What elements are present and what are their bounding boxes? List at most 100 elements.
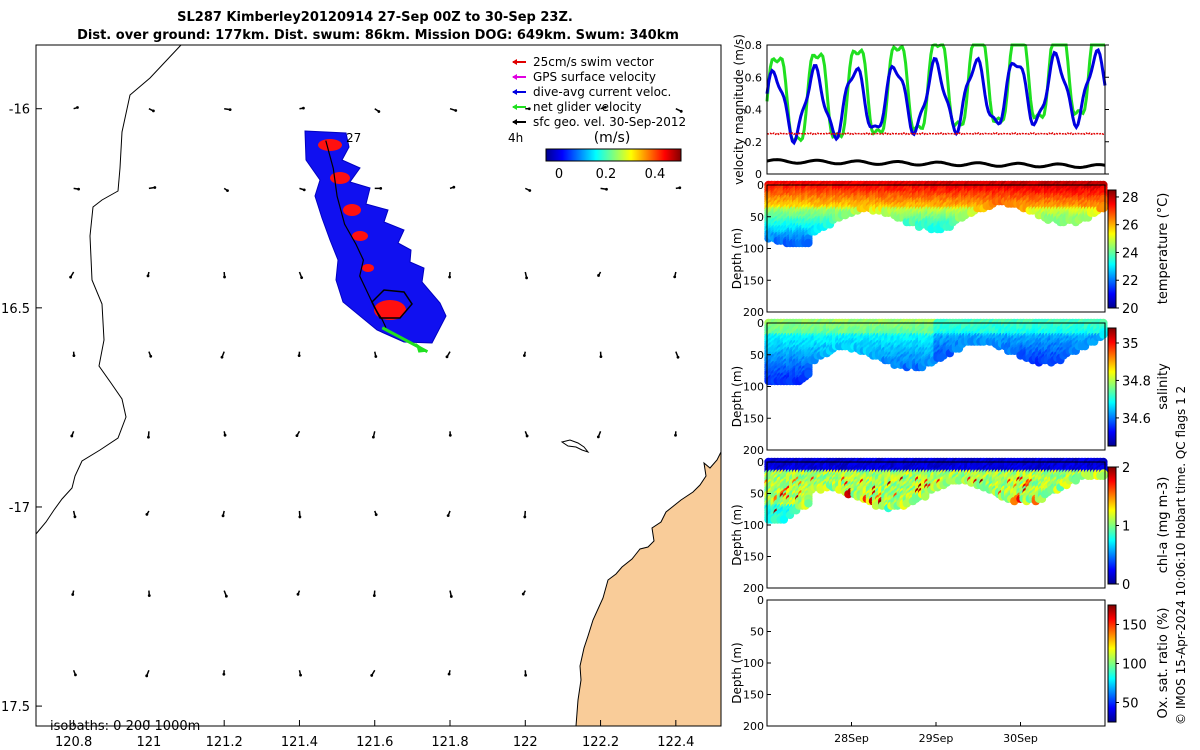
current-arrow-head [527,107,531,111]
current-arrow-head [69,275,73,279]
section-y-label: Depth (m) [730,366,744,427]
legend-swatch-head [512,59,517,65]
current-arrow-head [454,109,458,112]
current-arrow-head [374,513,378,517]
colorbar-main-tick: 0 [555,167,563,182]
swim-vector-blob [374,300,406,320]
current-arrow-head [223,433,227,437]
legend-swatch-head [512,89,517,95]
colorbar-tick-label: 35 [1122,337,1139,352]
current-arrow-head [72,354,76,358]
swim-vector-blob [352,231,368,241]
section-y-tick-label: 50 [750,211,764,224]
colorbar-main-tick: 0.4 [645,167,666,182]
colorbar-tick-label: 34.6 [1122,412,1151,427]
section-y-tick-label: 0 [757,179,764,192]
map-y-tick-label: -17 [9,501,30,516]
map-x-tick-label: 121.8 [431,735,468,750]
current-arrow-head [223,275,226,279]
map-x-tick-label: 122.4 [657,735,694,750]
colorbar-main-tick: 0.2 [596,167,617,182]
velocity-y-label: velocity magnitude (m/s) [732,34,746,185]
current-arrow-head [226,189,229,193]
velocity-y-tick-label: 0 [755,168,762,181]
current-arrow-head [603,105,607,109]
map-y-tick-label: -16 [9,103,30,118]
current-arrow-head [77,187,80,191]
current-arrow-head [221,514,225,518]
map-x-tick-label: 120.8 [55,735,92,750]
current-arrow-head [673,275,677,279]
map-x-ticks: 120.8 121 121.2 121.4 121.6 121.8 122 122.2 122.… [55,720,694,750]
current-arrow-head [605,187,608,191]
legend-swatch-head [512,119,517,125]
swim-vector-blob [330,172,350,184]
current-arrow-head [370,674,374,677]
current-arrow-head [448,275,452,279]
legend-label: 25cm/s swim vector [533,55,654,69]
legend-swatch-head [512,74,517,80]
map-y-tick-label: 17.5 [1,700,30,715]
velocity-y-tick-label: 0.6 [745,71,763,84]
current-arrow-head [145,674,149,678]
section-y-tick-label: 0 [757,317,764,330]
current-arrow-head [300,276,304,279]
map-y-tick-label: 16.5 [1,302,30,317]
map-x-tick-label: 122 [513,735,538,750]
current-arrow-head [298,515,302,519]
swim-vector-blob [362,264,374,272]
current-arrow-head [73,515,77,519]
section-y-tick-label: 200 [743,306,764,319]
current-arrow-head [146,274,150,278]
current-arrow-head [297,354,301,358]
velocity-plot-area [767,45,1105,174]
colorbar-tick-label: 28 [1122,191,1139,206]
glider-swath [304,130,447,353]
current-arrow-head [597,274,600,277]
section-y-tick-label: 100 [743,381,764,394]
title-line-2: Dist. over ground: 177km. Dist. swum: 86… [77,28,679,43]
section-colorbar [1107,189,1117,309]
current-arrow-head [521,592,525,596]
map-frame [35,44,722,727]
swim-vector-blob [343,204,361,216]
section-y-label: Depth (m) [730,228,744,289]
current-arrow-head [379,186,383,190]
velocity-y-tick-label: 0.4 [745,104,763,117]
colorbar-label: salinity [1156,363,1171,410]
colorbar-tick-label: 22 [1122,274,1139,289]
dive-current-swath [304,130,447,344]
colorbar-tick-label: 34.8 [1122,374,1151,389]
section-colorbar [1107,327,1117,447]
current-arrow-head [296,592,300,596]
current-arrow-head [599,355,603,359]
current-arrow-head [152,109,155,113]
section-sample [1099,330,1108,339]
colorbar-unit: (m/s) [594,130,631,146]
section-y-tick-label: 100 [743,243,764,256]
current-arrow-head [76,106,79,109]
current-arrow-head [523,515,527,519]
current-arrow-head [299,673,302,677]
legend-label: GPS surface velocity [533,70,656,84]
surface-current-arrows [69,105,683,678]
velocity-series-line [766,158,1106,170]
current-arrow-head [377,110,381,113]
current-arrow-head [522,354,526,357]
current-arrow-head [295,434,299,438]
current-arrow-head [452,185,456,189]
current-arrow-head [149,354,153,358]
current-arrow-head [596,435,600,439]
colorbar-tick-label: 24 [1122,246,1139,261]
current-arrow-head [448,433,452,437]
velocity-y-tick-label: 0.2 [745,136,763,149]
land-mass [575,451,722,727]
current-arrow-head [524,673,528,677]
current-arrow-head [222,672,226,676]
section-y-tick-label: 150 [743,412,764,425]
